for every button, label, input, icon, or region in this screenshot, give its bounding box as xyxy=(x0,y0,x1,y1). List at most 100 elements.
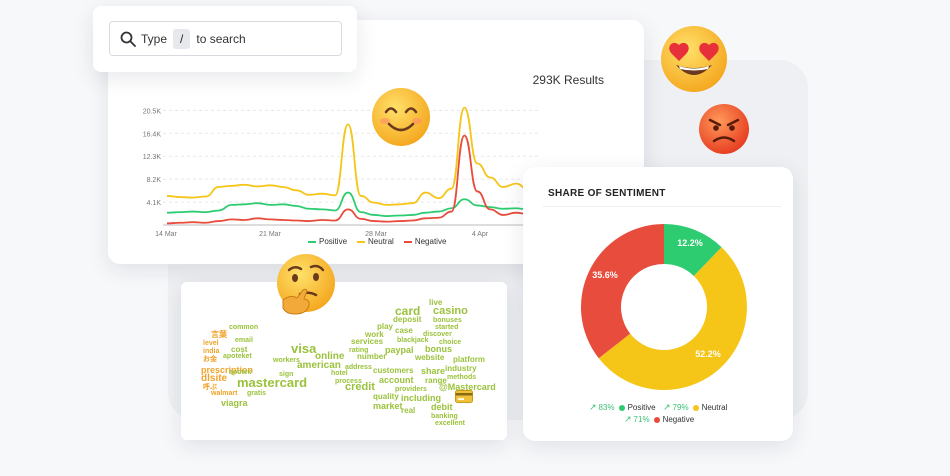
series-line-neutral xyxy=(166,106,543,206)
wordcloud-word[interactable]: apoteket xyxy=(223,353,252,360)
wordcloud-word[interactable]: american xyxy=(297,360,341,371)
wordcloud-word[interactable]: @Mastercard xyxy=(439,382,496,392)
wordcloud-word[interactable]: choice xyxy=(439,339,462,346)
wordcloud-word[interactable]: range xyxy=(425,376,447,385)
thinking-face-emoji-icon xyxy=(277,254,335,315)
search-placeholder-prefix: Type xyxy=(141,31,168,46)
wordcloud-word[interactable]: methods xyxy=(447,374,477,381)
divider xyxy=(543,206,781,207)
wordcloud-word[interactable]: live xyxy=(429,298,443,307)
wordcloud-word[interactable]: providers xyxy=(395,386,427,393)
wordcloud-word[interactable]: workers xyxy=(273,357,300,364)
sentiment-donut-chart: 12.2% 52.2% 35.6% xyxy=(581,224,747,391)
donut-slice-negative[interactable] xyxy=(581,224,664,359)
wordcloud-word[interactable]: paypal xyxy=(385,345,414,355)
angry-face-emoji-icon xyxy=(699,104,749,154)
word-cloud-card: common 言葉 email level cost india apoteket お金 pre… xyxy=(181,282,507,440)
wordcloud-word[interactable]: process xyxy=(335,378,362,385)
wordcloud-word[interactable]: real xyxy=(401,406,416,415)
wordcloud-word[interactable]: dlsite xyxy=(201,373,228,384)
search-icon xyxy=(120,31,136,47)
y-tick-label: 12.3K xyxy=(143,154,162,161)
wordcloud-word[interactable]: cost xyxy=(231,345,248,354)
series-line-positive xyxy=(166,191,543,217)
wordcloud-word[interactable]: credit xyxy=(345,381,375,393)
wordcloud-word[interactable]: 言葉 xyxy=(211,330,227,339)
wordcloud-word[interactable]: play xyxy=(377,322,394,331)
wordcloud-word[interactable]: mastercard xyxy=(237,375,308,390)
smiling-face-emoji-icon xyxy=(372,88,430,146)
share-of-sentiment-card: SHARE OF SENTIMENT 12.2% 52.2% 35.6% ↗ 83%… xyxy=(523,167,793,441)
legend-neutral[interactable]: Neutral xyxy=(357,237,394,246)
heart-eyes-emoji-icon xyxy=(661,26,727,92)
wordcloud-word[interactable]: bonus xyxy=(425,344,452,354)
wordcloud-word[interactable]: お金 xyxy=(203,356,217,363)
donut-slice-neutral[interactable] xyxy=(598,247,747,391)
search-placeholder-suffix: to search xyxy=(196,31,246,46)
wordcloud-word[interactable]: address xyxy=(345,364,372,371)
wordcloud-word[interactable]: website xyxy=(415,353,445,362)
legend-negative[interactable]: Negative xyxy=(403,237,446,246)
sentiment-title: SHARE OF SENTIMENT xyxy=(548,188,666,199)
wordcloud-word[interactable]: 呼ぶ xyxy=(203,384,217,391)
wordcloud-word[interactable]: account xyxy=(379,375,414,385)
y-tick-label: 8.2K xyxy=(147,177,162,184)
donut-slice-positive[interactable] xyxy=(664,224,722,277)
wordcloud-word[interactable]: card xyxy=(395,304,421,318)
donut-value-label: 52.2% xyxy=(695,349,721,359)
x-tick-label: 4 Apr xyxy=(472,231,489,238)
wordcloud-word[interactable]: banking xyxy=(431,413,458,420)
wordcloud-word[interactable]: online xyxy=(315,351,345,362)
credit-card-icon xyxy=(455,390,473,403)
wordcloud-word[interactable]: discover xyxy=(423,331,452,338)
wordcloud-word[interactable]: services xyxy=(351,337,384,346)
arrow-up-right-icon: ↗ xyxy=(589,402,597,412)
wordcloud-word[interactable]: visa xyxy=(291,341,317,356)
search-input[interactable]: Type / to search xyxy=(109,21,342,56)
x-tick-label: 14 Mar xyxy=(155,231,177,238)
wordcloud-word[interactable]: viagra xyxy=(221,398,248,408)
wordcloud-word[interactable]: debit xyxy=(431,402,453,412)
legend-positive[interactable]: Positive xyxy=(308,237,347,246)
wordcloud-word[interactable]: case xyxy=(395,326,413,335)
wordcloud-word[interactable]: email xyxy=(235,337,253,344)
wordcloud-word[interactable]: bonuses xyxy=(433,317,462,324)
wordcloud-word[interactable]: including xyxy=(401,393,441,403)
arrow-up-right-icon: ↗ xyxy=(663,402,671,412)
wordcloud-word[interactable]: sign xyxy=(279,371,294,378)
wordcloud-word[interactable]: work xyxy=(365,330,384,339)
wordcloud-word[interactable]: apotek xyxy=(229,369,252,376)
wordcloud-word[interactable]: gratis xyxy=(247,390,267,397)
arrow-up-right-icon: ↗ xyxy=(624,414,632,424)
wordcloud-word[interactable]: deposit xyxy=(393,315,422,324)
sentiment-legend-neutral: ↗ 79% Neutral xyxy=(663,402,728,412)
wordcloud-word[interactable]: hotel xyxy=(331,370,348,377)
wordcloud-word[interactable]: prescription xyxy=(201,365,254,375)
sentiment-legend-positive: ↗ 83% Positive xyxy=(589,402,656,412)
wordcloud-word[interactable]: started xyxy=(435,324,459,331)
volume-line-chart: 20.5K 16.4K 12.3K 8.2K 4.1K 14 Mar 21 Mar 28 Ma… xyxy=(143,106,543,238)
wordcloud-word[interactable]: level xyxy=(203,340,219,347)
wordcloud-word[interactable]: excellent xyxy=(435,420,465,427)
wordcloud-word[interactable]: market xyxy=(373,401,403,411)
wordcloud-word[interactable]: blackjack xyxy=(397,337,429,344)
wordcloud-word[interactable]: customers xyxy=(373,366,414,375)
wordcloud-word[interactable]: casino xyxy=(433,305,468,317)
wordcloud-word[interactable]: platform xyxy=(453,355,485,364)
wordcloud-word[interactable]: common xyxy=(229,324,259,331)
wordcloud-word[interactable]: rating xyxy=(349,347,369,354)
search-shortcut-key: / xyxy=(173,28,191,49)
y-tick-label: 20.5K xyxy=(143,108,162,115)
wordcloud-word[interactable]: india xyxy=(203,348,220,355)
wordcloud-word[interactable]: share xyxy=(421,366,446,376)
y-tick-label: 16.4K xyxy=(143,131,162,138)
x-tick-label: 28 Mar xyxy=(365,231,387,238)
wordcloud-word[interactable]: walmart xyxy=(211,390,238,397)
donut-value-label: 35.6% xyxy=(592,270,618,280)
wordcloud-word[interactable]: industry xyxy=(445,364,477,373)
chart-legend: Positive Neutral Negative xyxy=(308,237,446,246)
wordcloud-word[interactable]: quality xyxy=(373,392,399,401)
x-tick-label: 21 Mar xyxy=(259,231,281,238)
wordcloud-word[interactable]: number xyxy=(357,352,387,361)
sentiment-legend-negative: ↗ 71% Negative xyxy=(624,414,695,424)
